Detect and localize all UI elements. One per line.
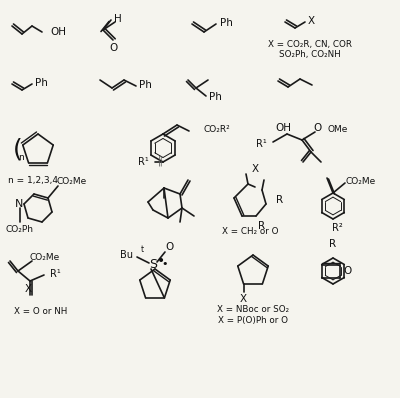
Text: X = CO₂R, CN, COR: X = CO₂R, CN, COR bbox=[268, 39, 352, 49]
Text: X = O or NH: X = O or NH bbox=[14, 306, 67, 316]
Text: Ph: Ph bbox=[35, 78, 48, 88]
Text: CO₂Me: CO₂Me bbox=[57, 178, 87, 187]
Text: ‖: ‖ bbox=[158, 156, 162, 166]
Text: R¹: R¹ bbox=[50, 269, 61, 279]
Text: n: n bbox=[18, 152, 24, 162]
Text: X: X bbox=[24, 284, 32, 294]
Text: R¹: R¹ bbox=[138, 157, 149, 167]
Text: X = NBoc or SO₂: X = NBoc or SO₂ bbox=[217, 304, 289, 314]
Text: n = 1,2,3,4: n = 1,2,3,4 bbox=[8, 176, 58, 185]
Text: S: S bbox=[149, 258, 157, 271]
Text: t: t bbox=[140, 244, 144, 254]
Text: O: O bbox=[165, 242, 173, 252]
Text: CO₂R²: CO₂R² bbox=[203, 125, 230, 135]
Text: (: ( bbox=[13, 137, 23, 161]
Text: SO₂Ph, CO₂NH: SO₂Ph, CO₂NH bbox=[279, 49, 341, 59]
Text: O: O bbox=[344, 266, 352, 276]
Text: R¹: R¹ bbox=[256, 139, 267, 149]
Text: X: X bbox=[240, 294, 247, 304]
Text: R: R bbox=[330, 239, 336, 249]
Text: Bu: Bu bbox=[120, 250, 133, 260]
Text: X = CH₂ or O: X = CH₂ or O bbox=[222, 228, 278, 236]
Text: OMe: OMe bbox=[327, 125, 347, 135]
Text: CO₂Me: CO₂Me bbox=[346, 176, 376, 185]
Text: O: O bbox=[313, 123, 321, 133]
Text: Ph: Ph bbox=[220, 18, 233, 28]
Text: CO₂Me: CO₂Me bbox=[30, 254, 60, 263]
Text: CO₂Ph: CO₂Ph bbox=[6, 226, 34, 234]
Text: N: N bbox=[15, 199, 23, 209]
Text: OH: OH bbox=[275, 123, 291, 133]
Text: X = P(O)Ph or O: X = P(O)Ph or O bbox=[218, 316, 288, 324]
Text: H: H bbox=[114, 14, 122, 24]
Text: X: X bbox=[252, 164, 258, 174]
Text: O: O bbox=[110, 43, 118, 53]
Text: •: • bbox=[162, 259, 168, 269]
Text: Ph: Ph bbox=[139, 80, 152, 90]
Text: X: X bbox=[308, 16, 315, 26]
Text: R: R bbox=[276, 195, 283, 205]
Text: •: • bbox=[157, 254, 165, 268]
Text: Ph: Ph bbox=[209, 92, 222, 102]
Text: R²: R² bbox=[332, 223, 342, 233]
Text: R: R bbox=[258, 221, 266, 231]
Text: OH: OH bbox=[50, 27, 66, 37]
